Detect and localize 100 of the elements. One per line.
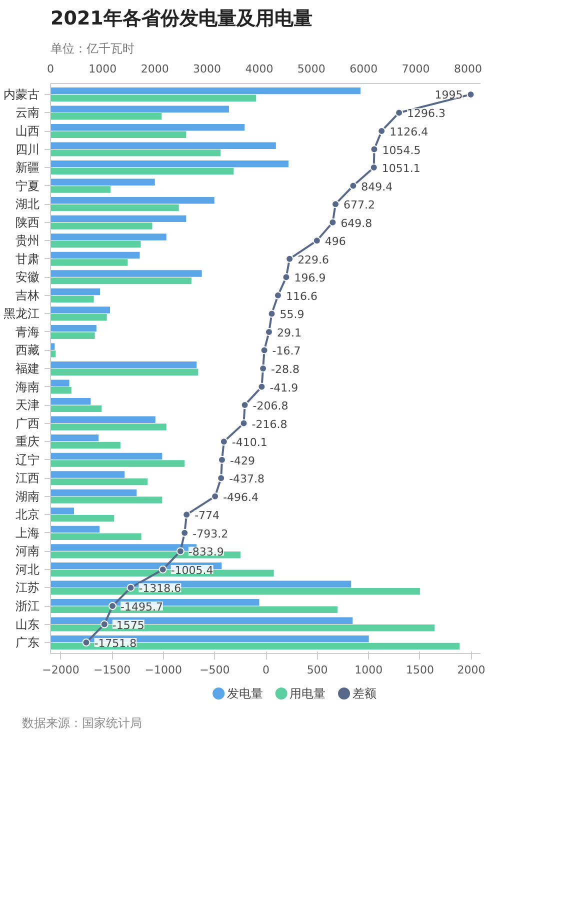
point — [158, 565, 167, 574]
x-tick-label: 1000 — [354, 664, 383, 676]
point — [286, 254, 294, 263]
data-label: -496.4 — [223, 490, 259, 504]
y-tick-label: 广东 — [16, 636, 40, 650]
data-label: 496 — [324, 235, 346, 248]
point — [180, 528, 189, 537]
data-label: 1054.5 — [382, 144, 421, 157]
point — [258, 382, 266, 391]
chart-title: 2021年各省份发电量及用电量 — [50, 8, 312, 30]
x2-tick-label: 3000 — [193, 62, 222, 76]
x-tick-label: 2000 — [457, 664, 486, 676]
x2-tick-label: 6000 — [350, 62, 378, 76]
y-tick-label: 四川 — [16, 142, 40, 156]
data-label: 1126.4 — [390, 126, 428, 138]
y-tick-label: 辽宁 — [16, 452, 40, 467]
point — [349, 182, 358, 190]
x2-tick-label: 8000 — [454, 62, 482, 76]
source-note: 数据来源：国家统计局 — [22, 715, 142, 732]
point — [240, 419, 248, 428]
data-label: -429 — [230, 454, 255, 468]
point — [332, 200, 340, 208]
point — [370, 164, 378, 172]
data-label: -410.1 — [232, 436, 268, 450]
point — [82, 638, 90, 647]
x-tick-label: −500 — [200, 664, 230, 676]
y-tick-label: 新疆 — [16, 160, 40, 175]
y-tick-label: 宁夏 — [16, 178, 40, 193]
y-tick-label: 福建 — [16, 362, 40, 376]
data-label: -774 — [194, 509, 220, 522]
y-tick-label: 江苏 — [16, 580, 40, 595]
x-tick-label: 500 — [306, 664, 328, 676]
data-label: -16.7 — [272, 344, 301, 358]
y-tick-label: 黑龙江 — [4, 306, 40, 321]
y-tick-label: 北京 — [16, 508, 40, 522]
chart-subtitle: 单位：亿千瓦时 — [50, 42, 134, 56]
x2-tick-label: 4000 — [245, 62, 274, 76]
data-label: -833.9 — [188, 546, 224, 559]
data-label: -216.8 — [252, 418, 288, 431]
y-tick-label: 西藏 — [16, 343, 40, 358]
x-tick-label: −1000 — [144, 664, 182, 676]
point — [211, 492, 220, 500]
point — [370, 145, 378, 154]
data-label: 1995 — [434, 88, 463, 102]
data-label: -1318.6 — [138, 582, 182, 596]
data-label: 649.8 — [340, 216, 372, 230]
data-label: -1575 — [112, 618, 144, 632]
y-tick-label: 浙江 — [16, 599, 40, 613]
y-tick-label: 山东 — [16, 617, 40, 632]
point — [182, 510, 191, 519]
point — [395, 108, 404, 117]
data-label: 1051.1 — [382, 162, 420, 176]
legend-label: 差额 — [352, 686, 376, 700]
y-tick-label: 江西 — [16, 471, 40, 486]
data-label: 229.6 — [298, 253, 330, 266]
point — [176, 547, 184, 556]
x-tick-label: 0 — [262, 664, 270, 676]
data-label: -1751.8 — [94, 637, 137, 650]
data-label: 196.9 — [294, 272, 326, 285]
data-label: -793.2 — [192, 527, 228, 540]
data-label: 1296.3 — [407, 107, 446, 120]
data-label: -437.8 — [229, 472, 265, 486]
point — [220, 438, 228, 446]
point — [240, 401, 249, 410]
data-label: 29.1 — [277, 326, 302, 340]
x-tick-label: −1500 — [93, 664, 131, 676]
data-label: -28.8 — [271, 363, 300, 376]
y-tick-label: 广西 — [16, 416, 40, 430]
point — [282, 273, 290, 282]
y-tick-label: 甘肃 — [16, 252, 40, 266]
x-tick-label: 1500 — [406, 664, 434, 676]
point — [328, 218, 337, 226]
y-tick-label: 天津 — [16, 398, 40, 412]
legend-label: 用电量 — [290, 686, 326, 700]
data-label: 849.4 — [361, 180, 393, 194]
data-label: 55.9 — [280, 308, 304, 322]
data-label: 116.6 — [286, 290, 318, 303]
y-tick-label: 河南 — [16, 544, 40, 558]
point — [108, 602, 117, 610]
y-tick-label: 山西 — [16, 124, 40, 138]
y-tick-label: 重庆 — [16, 434, 40, 449]
point — [260, 346, 268, 354]
point — [312, 236, 321, 245]
y-tick-label: 贵州 — [16, 234, 40, 248]
data-label: -206.8 — [252, 400, 288, 413]
data-label: -1005.4 — [170, 564, 214, 577]
x2-tick-label: 7000 — [402, 62, 430, 76]
y-tick-label: 吉林 — [16, 288, 40, 302]
point — [100, 620, 108, 628]
x2-tick-label: 0 — [47, 62, 54, 76]
data-label: -1495.7 — [120, 600, 163, 614]
x2-tick-label: 5000 — [297, 62, 326, 76]
y-tick-label: 安徽 — [16, 270, 40, 284]
data-label: -41.9 — [270, 381, 298, 394]
point — [126, 584, 135, 592]
y-tick-label: 云南 — [16, 106, 40, 120]
point — [378, 127, 386, 135]
y-tick-label: 海南 — [16, 380, 40, 394]
data-label: 677.2 — [344, 198, 376, 212]
x-tick-label: −2000 — [42, 664, 80, 676]
